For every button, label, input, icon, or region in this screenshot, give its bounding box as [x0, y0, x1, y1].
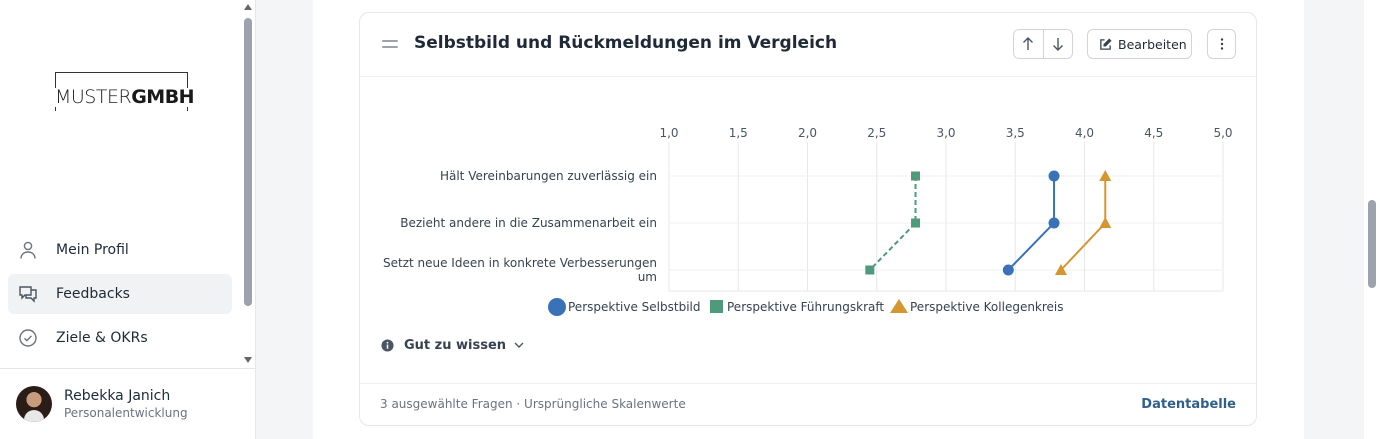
card-footer: 3 ausgewählte Fragen · Ursprüngliche Ska…: [360, 383, 1256, 426]
data-point[interactable]: [911, 171, 921, 181]
sidebar-item-feedbacks[interactable]: Feedbacks: [8, 274, 232, 314]
move-down-button[interactable]: [1042, 30, 1072, 58]
check-circle-icon: [19, 329, 37, 347]
sidebar-item-mein-profil[interactable]: Mein Profil: [8, 230, 232, 270]
logo-text-part2: GMBH: [131, 86, 195, 108]
scroll-up-arrow-icon[interactable]: [244, 4, 252, 10]
data-point[interactable]: [1099, 217, 1112, 228]
edit-button[interactable]: Bearbeiten: [1087, 29, 1192, 59]
chevron-down-icon: [514, 342, 524, 348]
comparison-chart: 1,0 1,5 2,0 2,5 3,0 3,5 4,0 4,5 5,0 Hält Vereinba…: [383, 126, 1233, 316]
user-role: Personalentwicklung: [64, 406, 188, 420]
chart-card: Selbstbild und Rückmeldungen im Vergleic…: [359, 12, 1257, 426]
user-name: Rebekka Janich: [64, 388, 171, 404]
data-table-link[interactable]: Datentabelle: [1141, 397, 1236, 412]
sidebar-item-label: Ziele & OKRs: [56, 330, 148, 346]
category-label: Hält Vereinbarungen zuverlässig ein: [440, 169, 657, 183]
info-icon: [381, 339, 394, 352]
x-tick-label: 3,0: [936, 126, 955, 140]
sidebar-scrollbar-thumb[interactable]: [244, 18, 252, 306]
selection-summary: 3 ausgewählte Fragen · Ursprüngliche Ska…: [380, 397, 686, 411]
x-tick-label: 4,5: [1144, 126, 1163, 140]
legend-label[interactable]: Perspektive Kollegenkreis: [910, 300, 1064, 314]
x-tick-label: 4,0: [1075, 126, 1094, 140]
legend-marker[interactable]: [710, 300, 723, 313]
main-scrollbar[interactable]: [1364, 0, 1380, 439]
sidebar-item-ziele-okrs[interactable]: Ziele & OKRs: [8, 318, 232, 358]
x-tick-label: 2,5: [867, 126, 886, 140]
card-title: Selbstbild und Rückmeldungen im Vergleic…: [414, 33, 838, 53]
x-tick-label: 1,5: [729, 126, 748, 140]
x-tick-label: 3,5: [1006, 126, 1025, 140]
series-line: [869, 176, 917, 271]
data-point[interactable]: [865, 265, 875, 275]
move-button-group: [1013, 29, 1073, 59]
edit-button-label: Bearbeiten: [1118, 36, 1187, 52]
data-point[interactable]: [911, 218, 921, 228]
sidebar: MUSTERGMBH Mein Profil Feedbacks Ziele &…: [0, 0, 256, 439]
sidebar-item-label: Mein Profil: [56, 242, 129, 258]
logo-text-part1: MUSTER: [55, 86, 132, 108]
data-point[interactable]: [1099, 170, 1112, 181]
legend-label[interactable]: Perspektive Selbstbild: [568, 300, 700, 314]
data-point[interactable]: [1054, 264, 1067, 275]
legend-marker[interactable]: [890, 299, 908, 313]
user-profile[interactable]: Rebekka Janich Personalentwicklung: [0, 368, 255, 439]
avatar: [16, 386, 52, 422]
legend-label[interactable]: Perspektive Führungskraft: [727, 300, 884, 314]
move-up-button[interactable]: [1014, 30, 1043, 58]
sidebar-item-label: Feedbacks: [56, 286, 130, 302]
x-tick-label: 5,0: [1213, 126, 1232, 140]
legend-marker[interactable]: [548, 298, 566, 316]
data-point[interactable]: [1048, 170, 1060, 182]
info-toggle-label: Gut zu wissen: [404, 338, 507, 353]
data-point[interactable]: [1048, 217, 1060, 229]
card-header: Selbstbild und Rückmeldungen im Vergleic…: [360, 13, 1256, 77]
main-scrollbar-thumb[interactable]: [1368, 200, 1376, 288]
data-point[interactable]: [1002, 264, 1014, 276]
user-icon: [20, 241, 36, 259]
category-label: Setzt neue Ideen in konkrete Verbesserun…: [383, 256, 657, 284]
info-toggle[interactable]: Gut zu wissen: [381, 338, 534, 353]
sidebar-scrollbar[interactable]: [240, 0, 256, 368]
vertical-dots-icon: [1220, 38, 1223, 50]
category-label: Bezieht andere in die Zusammenarbeit ein: [400, 216, 657, 230]
company-logo[interactable]: MUSTERGMBH: [55, 72, 197, 111]
arrow-down-icon: [1052, 38, 1063, 51]
arrow-up-icon: [1023, 37, 1034, 50]
x-tick-label: 2,0: [798, 126, 817, 140]
x-tick-label: 1,0: [659, 126, 678, 140]
drag-handle-icon[interactable]: [382, 40, 398, 50]
scroll-down-arrow-icon[interactable]: [244, 357, 252, 363]
sidebar-nav: Mein Profil Feedbacks Ziele & OKRs: [8, 230, 232, 362]
more-options-button[interactable]: [1207, 29, 1236, 59]
pencil-square-icon: [1100, 37, 1112, 50]
chat-bubbles-icon: [19, 286, 37, 303]
